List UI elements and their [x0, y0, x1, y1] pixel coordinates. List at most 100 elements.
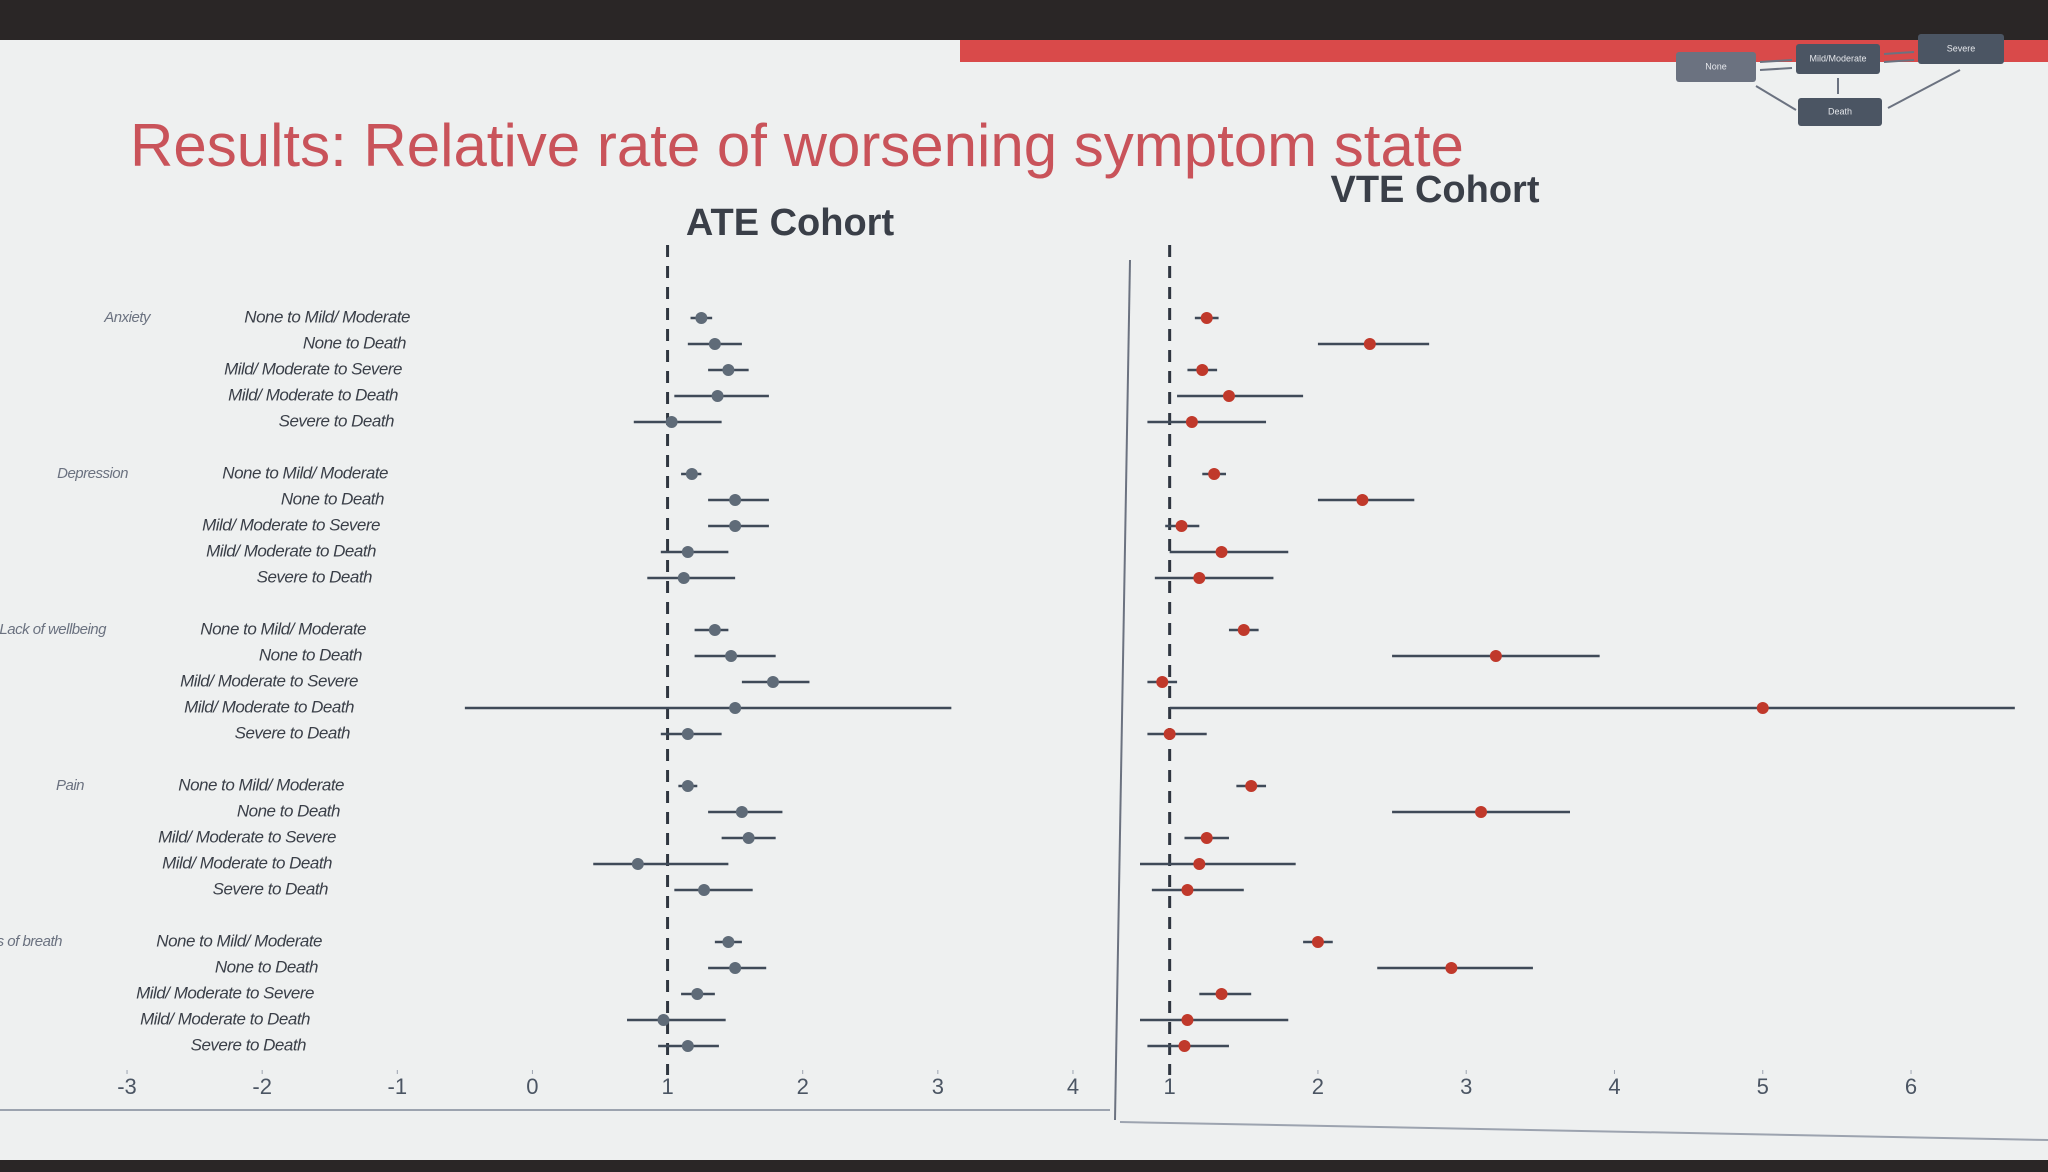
point-estimate	[1489, 650, 1502, 662]
point-estimate	[1445, 962, 1458, 974]
point-estimate	[729, 702, 742, 714]
x-tick-label: 3	[932, 1074, 944, 1099]
diagram-node	[1918, 34, 2004, 64]
plots: ATE Cohort -3 -2 -1 0 1 2 3 4 None to Mild/ Moder…	[0, 169, 2015, 1099]
x-tick-label: 2	[797, 1074, 809, 1099]
row-label: Mild/ Moderate to Death	[228, 385, 398, 404]
forest-marks	[1140, 245, 2015, 1075]
x-tick-label: 0	[526, 1074, 538, 1099]
slide-accent-bar	[960, 40, 2048, 62]
group-label: Pain	[56, 777, 84, 794]
row-label: None to Death	[259, 645, 362, 664]
diagram-arrows	[1755, 51, 1961, 111]
point-estimate	[1222, 390, 1235, 402]
row-label: Severe to Death	[235, 723, 350, 742]
point-estimate	[681, 780, 694, 792]
point-estimate	[665, 416, 678, 428]
x-tick-label: 5	[1757, 1074, 1769, 1099]
point-estimate	[729, 494, 742, 506]
point-estimate	[725, 650, 738, 662]
row-label: Mild/ Moderate to Severe	[136, 983, 314, 1002]
point-estimate	[1237, 624, 1250, 636]
point-estimate	[1215, 546, 1228, 558]
group-label: Lack of wellbeing	[0, 621, 107, 638]
point-estimate	[695, 312, 708, 324]
group-label: Depression	[57, 465, 128, 482]
point-estimate	[698, 884, 711, 896]
row-label: Severe to Death	[257, 567, 372, 586]
cohort-title: VTE Cohort	[1331, 169, 1540, 211]
slide-background	[0, 40, 2048, 1160]
point-estimate	[691, 988, 704, 1000]
point-estimate	[1200, 832, 1213, 844]
row-label: Mild/ Moderate to Severe	[202, 515, 380, 534]
point-estimate	[1363, 338, 1376, 350]
point-estimate	[685, 468, 698, 480]
group-label: Shortness of breath	[0, 933, 62, 950]
point-estimate	[1215, 988, 1228, 1000]
row-label: Mild/ Moderate to Severe	[224, 359, 402, 378]
point-estimate	[681, 728, 694, 740]
x-tick-label: -1	[388, 1074, 408, 1099]
point-estimate	[742, 832, 755, 844]
row-label: Severe to Death	[191, 1035, 306, 1054]
point-estimate	[1193, 858, 1206, 870]
state-diagram: None Mild/Moderate Severe Death	[1676, 34, 2004, 126]
point-estimate	[1156, 676, 1169, 688]
row-label: None to Mild/ Moderate	[244, 307, 410, 326]
cohort-title: ATE Cohort	[686, 202, 895, 244]
row-label: None to Mild/ Moderate	[200, 619, 366, 638]
point-estimate	[1756, 702, 1769, 714]
point-estimate	[729, 962, 742, 974]
x-tick-label: -3	[117, 1074, 137, 1099]
diagram-node-label: None	[1705, 61, 1727, 71]
x-tick-label: 4	[1067, 1074, 1079, 1099]
point-estimate	[722, 364, 735, 376]
point-estimate	[708, 338, 721, 350]
row-label: None to Mild/ Moderate	[178, 775, 344, 794]
point-estimate	[681, 546, 694, 558]
row-label: None to Death	[215, 957, 318, 976]
group-label: Anxiety	[103, 309, 152, 326]
point-estimate	[1185, 416, 1198, 428]
x-tick-label: -2	[252, 1074, 272, 1099]
row-label: Mild/ Moderate to Severe	[158, 827, 336, 846]
point-estimate	[681, 1040, 694, 1052]
diagram-node	[1796, 44, 1880, 74]
row-label: Mild/ Moderate to Severe	[180, 671, 358, 690]
point-estimate	[1475, 806, 1488, 818]
diagram-node-label: Death	[1828, 106, 1852, 116]
point-estimate	[711, 390, 724, 402]
axis-baseline	[1119, 1121, 2048, 1141]
x-tick-label: 2	[1312, 1074, 1324, 1099]
point-estimate	[1181, 884, 1194, 896]
row-label: None to Death	[303, 333, 406, 352]
row-label: Mild/ Moderate to Death	[184, 697, 354, 716]
point-estimate	[1181, 1014, 1194, 1026]
point-estimate	[1311, 936, 1324, 948]
point-estimate	[1208, 468, 1221, 480]
diagram-node	[1798, 98, 1882, 126]
point-estimate	[1245, 780, 1258, 792]
row-label: None to Mild/ Moderate	[156, 931, 322, 950]
point-estimate	[1178, 1040, 1191, 1052]
point-estimate	[631, 858, 644, 870]
point-estimate	[1175, 520, 1188, 532]
slide-title: Results: Relative rate of worsening symp…	[130, 112, 1464, 179]
point-estimate	[722, 936, 735, 948]
point-estimate	[708, 624, 721, 636]
point-estimate	[1356, 494, 1369, 506]
diagram-node-label: Severe	[1947, 43, 1976, 53]
x-tick-label: 6	[1905, 1074, 1917, 1099]
diagram-node-label: Mild/Moderate	[1809, 53, 1866, 63]
panel-divider	[1114, 259, 1131, 1121]
x-tick-label: 4	[1608, 1074, 1620, 1099]
point-estimate	[1163, 728, 1176, 740]
point-estimate	[729, 520, 742, 532]
x-tick-label: 1	[1164, 1074, 1176, 1099]
row-label: None to Death	[237, 801, 340, 820]
diagram-node	[1676, 52, 1756, 82]
point-estimate	[657, 1014, 670, 1026]
